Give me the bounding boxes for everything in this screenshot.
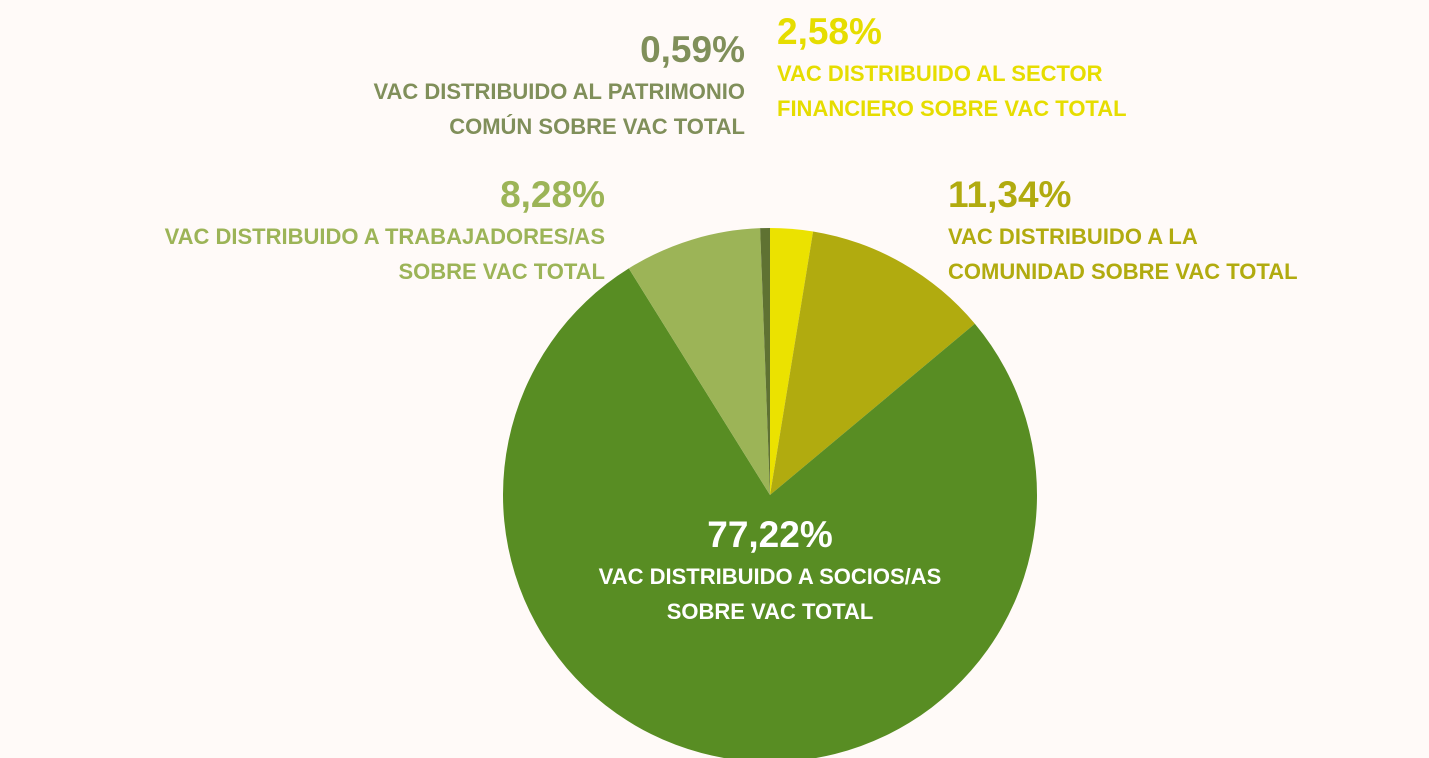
slice-label: 11,34% VAC DISTRIBUIDO A LA COMUNIDAD SOB…: [948, 175, 1298, 289]
slice-label: 77,22% VAC DISTRIBUIDO A SOCIOS/AS SOBRE …: [470, 515, 1070, 629]
pie-slice: [770, 231, 975, 495]
category-label: VAC DISTRIBUIDO A TRABAJADORES/AS SOBRE …: [164, 224, 605, 284]
pie-slice: [503, 268, 1037, 758]
value-label: 77,22%: [707, 514, 833, 555]
slice-label: 8,28% VAC DISTRIBUIDO A TRABAJADORES/AS S…: [165, 175, 605, 289]
value-label: 11,34%: [948, 174, 1072, 215]
value-label: 0,59%: [640, 29, 745, 70]
slice-label: 2,58% VAC DISTRIBUIDO AL SECTOR FINANCIER…: [777, 12, 1127, 126]
category-label: VAC DISTRIBUIDO AL SECTOR FINANCIERO SOB…: [777, 61, 1127, 121]
category-label: VAC DISTRIBUIDO A LA COMUNIDAD SOBRE VAC…: [948, 224, 1298, 284]
pie-slice: [760, 228, 770, 495]
value-label: 8,28%: [500, 174, 605, 215]
pie-slice: [770, 228, 814, 495]
category-label: VAC DISTRIBUIDO AL PATRIMONIO COMÚN SOBR…: [373, 79, 745, 139]
value-label: 2,58%: [777, 11, 882, 52]
category-label: VAC DISTRIBUIDO A SOCIOS/AS SOBRE VAC TO…: [598, 564, 942, 624]
pie-slice: [628, 228, 770, 495]
slice-label: 0,59% VAC DISTRIBUIDO AL PATRIMONIO COMÚN…: [373, 30, 745, 144]
